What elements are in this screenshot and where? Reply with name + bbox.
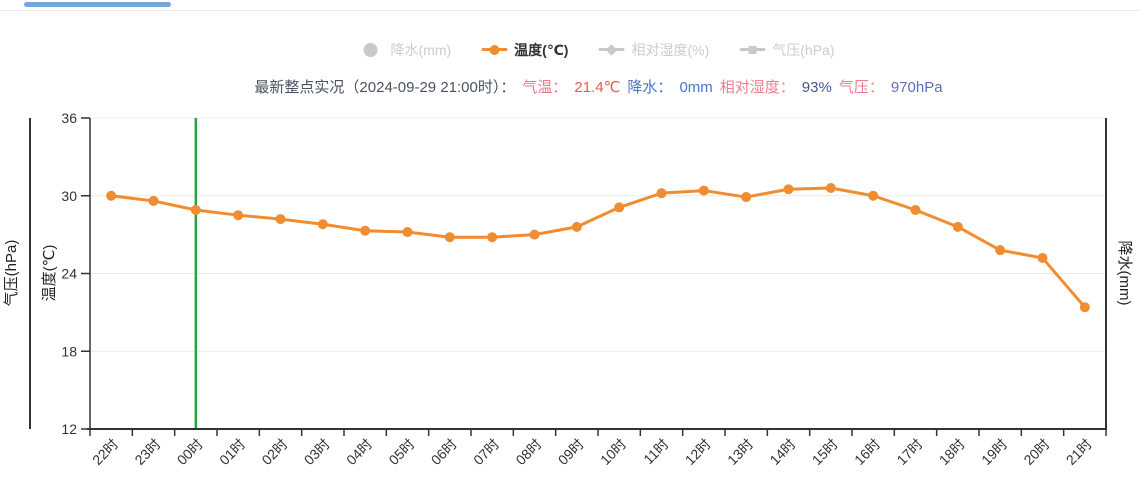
temperature-data-point[interactable]: [487, 232, 498, 243]
temperature-data-point[interactable]: [444, 232, 455, 243]
status-segment: 970hPa: [890, 79, 943, 96]
legend-item-precipitation[interactable]: 降水(mm): [358, 41, 452, 59]
temperature-data-point[interactable]: [1037, 252, 1048, 263]
legend-label: 温度(℃): [514, 42, 569, 58]
temperature-data-point[interactable]: [317, 219, 328, 230]
latest-observation-status: 最新整点实况（2024-09-29 21:00时）： 气温： 21.4℃ 降水： 0mm…: [0, 78, 1140, 98]
temperature-data-point[interactable]: [1079, 302, 1090, 313]
temperature-data-point[interactable]: [190, 205, 201, 216]
x-tick-label: 00时: [174, 436, 206, 468]
temperature-data-point[interactable]: [825, 182, 836, 193]
x-tick-label: 23时: [131, 436, 163, 468]
status-segment: 0mm: [679, 79, 713, 96]
precipitation-axis-title: 降水(mm): [1116, 241, 1133, 306]
temperature-data-point[interactable]: [995, 245, 1006, 256]
temperature-data-point[interactable]: [571, 221, 582, 232]
temperature-data-point[interactable]: [233, 210, 244, 221]
x-tick-label: 12时: [682, 436, 714, 468]
x-tick-label: 11时: [640, 436, 671, 467]
x-tick-label: 16时: [851, 436, 883, 468]
temperature-data-point[interactable]: [868, 190, 879, 201]
temperature-line: [109, 186, 1087, 309]
legend-item-pressure[interactable]: 气压(hPa): [739, 41, 834, 59]
y-tick-label: 30: [61, 188, 77, 204]
temperature-data-point[interactable]: [783, 184, 794, 195]
status-segment: 93%: [801, 79, 832, 96]
legend-label: 相对湿度(%): [631, 42, 710, 58]
x-tick-label: 03时: [301, 436, 333, 468]
x-tick-label: 05时: [385, 436, 417, 468]
legend-item-humidity[interactable]: 相对湿度(%): [598, 41, 709, 59]
x-tick-label: 10时: [597, 436, 629, 468]
temperature-data-point[interactable]: [910, 205, 921, 216]
circle-marker-icon: [358, 43, 384, 57]
x-tick-label: 19时: [978, 436, 1010, 468]
status-segment: 气温：: [522, 79, 568, 96]
x-tick-label: 01时: [216, 436, 248, 468]
x-tick-label: 18时: [936, 436, 968, 468]
x-tick-label: 02时: [258, 436, 290, 468]
status-segment: 相对湿度：: [719, 79, 795, 96]
x-tick-label: 07时: [470, 436, 502, 468]
line-dot-marker-icon: [481, 43, 508, 57]
y-tick-label: 12: [61, 421, 77, 437]
status-text: 最新整点实况（2024-09-29 21:00时）： 气温： 21.4℃ 降水： 0mm…: [254, 78, 949, 98]
pressure-axis-title: 气压(hPa): [3, 240, 20, 307]
x-tick-label: 14时: [766, 436, 798, 468]
y-tick-label: 18: [61, 343, 77, 359]
y-tick-label: 24: [61, 266, 77, 282]
legend-label: 气压(hPa): [772, 42, 835, 58]
x-tick-label: 21时: [1063, 436, 1095, 468]
y-tick-label: 36: [61, 110, 77, 126]
top-divider: [0, 10, 1140, 11]
status-segment: 降水：: [627, 79, 673, 96]
legend-label: 降水(mm): [390, 42, 452, 58]
x-tick-label: 08时: [512, 436, 544, 468]
temperature-axis-title: 温度(℃): [41, 245, 58, 302]
x-tick-label: 13时: [724, 436, 756, 468]
status-segment: 气压：: [838, 79, 884, 96]
temperature-data-point[interactable]: [952, 221, 963, 232]
temperature-data-point[interactable]: [402, 227, 413, 238]
temperature-data-point[interactable]: [529, 229, 540, 240]
temperature-data-point[interactable]: [614, 202, 625, 213]
chart-legend: 降水(mm) 温度(℃) 相对湿度(%) 气压(hPa): [358, 41, 834, 59]
temperature-data-point[interactable]: [148, 195, 159, 206]
line-diamond-marker-icon: [598, 43, 625, 57]
status-segment: 最新整点实况（2024-09-29 21:00时）：: [254, 79, 516, 96]
temperature-data-point[interactable]: [275, 214, 286, 225]
x-tick-label: 15时: [809, 436, 841, 468]
x-tick-label: 20时: [1020, 436, 1052, 468]
x-tick-label: 22时: [89, 436, 121, 468]
x-tick-label: 17时: [893, 436, 925, 468]
x-tick-label: 04时: [343, 436, 375, 468]
x-tick-label: 09时: [555, 436, 587, 468]
status-segment: 21.4℃: [574, 79, 621, 96]
temperature-data-point[interactable]: [360, 225, 371, 236]
x-tick-label: 06时: [428, 436, 460, 468]
temperature-data-point[interactable]: [698, 185, 709, 196]
top-scrollbar-thumb[interactable]: [24, 2, 171, 7]
legend-item-temperature[interactable]: 温度(℃): [481, 41, 568, 59]
line-square-marker-icon: [739, 43, 766, 57]
temperature-data-point[interactable]: [741, 192, 752, 203]
temperature-data-point[interactable]: [656, 188, 667, 199]
temperature-data-point[interactable]: [106, 190, 117, 201]
